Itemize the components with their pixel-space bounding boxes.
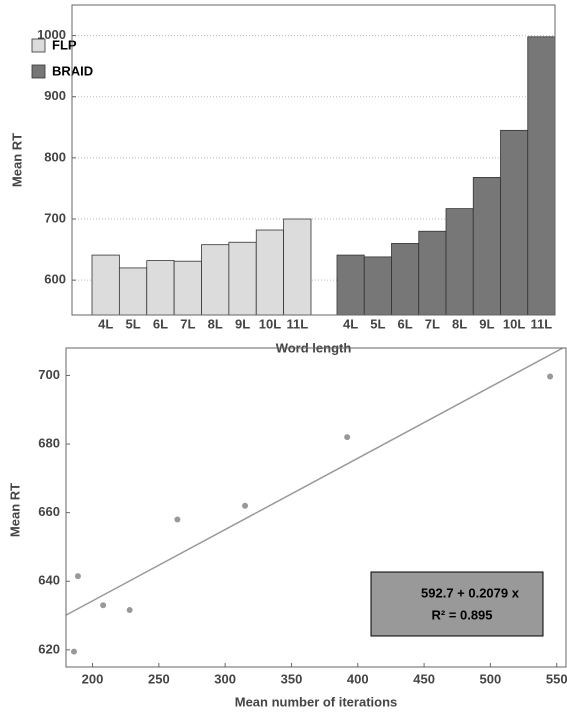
x-tick-label: 8L: [208, 316, 223, 331]
point: [174, 516, 181, 523]
y-tick-label: 620: [38, 641, 60, 656]
x-tick-label: 6L: [153, 316, 168, 331]
bar: [445, 208, 474, 316]
x-tick-label: 6L: [398, 316, 413, 331]
y-tick-label: 1000: [37, 27, 66, 42]
bar: [283, 218, 312, 316]
x-tick-label: 450: [413, 671, 435, 686]
bar: [418, 230, 447, 316]
bar: [118, 267, 148, 316]
annotation-box: [370, 571, 544, 637]
plot-frame: [65, 347, 567, 668]
bar: [228, 241, 257, 316]
y-tick-label: 700: [38, 367, 60, 382]
bar: [201, 244, 230, 316]
bar: [500, 129, 529, 316]
y-tick-label: 700: [44, 210, 66, 225]
y-tick-label: 680: [38, 435, 60, 450]
bar: [173, 260, 202, 316]
point: [547, 373, 554, 380]
point: [70, 648, 77, 655]
bar: [472, 177, 501, 316]
y-axis-title: Mean RT: [9, 133, 24, 187]
y-tick-label: 900: [44, 88, 66, 103]
x-tick-label: 500: [480, 671, 502, 686]
x-tick-label: 9L: [479, 316, 494, 331]
point: [126, 607, 133, 614]
y-axis-title: Mean RT: [7, 483, 22, 537]
x-tick-label: 250: [148, 671, 170, 686]
x-tick-label: 350: [281, 671, 303, 686]
bar: [255, 229, 285, 316]
legend-swatch: [31, 38, 46, 53]
legend-label: FLP: [52, 37, 77, 52]
x-tick-label: 5L: [125, 316, 140, 331]
x-tick-label: 5L: [370, 316, 385, 331]
x-tick-label: 8L: [452, 316, 467, 331]
point: [100, 602, 107, 609]
y-tick-label: 600: [44, 272, 66, 287]
x-tick-label: 7L: [180, 316, 195, 331]
x-tick-label: 10L: [503, 316, 525, 331]
bar: [527, 36, 556, 316]
x-tick-label: 4L: [98, 316, 113, 331]
x-tick-label: 550: [546, 671, 567, 686]
plot-frame: [71, 4, 556, 316]
legend-label: BRAID: [52, 63, 93, 78]
x-tick-label: 400: [347, 671, 369, 686]
x-axis-title: Mean number of iterations: [235, 694, 398, 709]
x-tick-label: 300: [214, 671, 236, 686]
bar: [363, 256, 392, 316]
x-tick-label: 9L: [235, 316, 250, 331]
x-tick-label: 200: [82, 671, 104, 686]
y-tick-label: 640: [38, 573, 60, 588]
annotation-text: 592.7 + 0.2079 x: [421, 585, 520, 600]
point: [344, 434, 351, 441]
point: [242, 502, 249, 509]
annotation-text: R² = 0.895: [431, 607, 492, 622]
legend-swatch: [31, 64, 46, 79]
x-tick-label: 11L: [531, 316, 553, 331]
point: [74, 573, 81, 580]
x-tick-label: 10L: [259, 316, 281, 331]
bar: [391, 243, 420, 316]
bar: [336, 254, 365, 316]
bar: [91, 254, 120, 316]
x-tick-label: 4L: [343, 316, 358, 331]
x-tick-label: 11L: [286, 316, 308, 331]
fit-line: [65, 347, 564, 616]
bar: [146, 260, 175, 316]
y-tick-label: 800: [44, 149, 66, 164]
x-tick-label: 7L: [425, 316, 440, 331]
y-tick-label: 660: [38, 504, 60, 519]
